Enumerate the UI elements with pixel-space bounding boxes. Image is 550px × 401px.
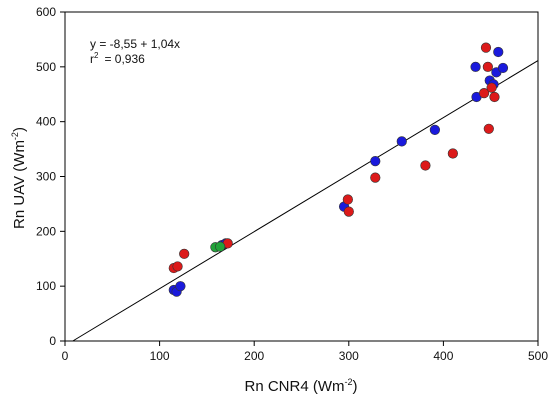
regression-line <box>72 60 539 342</box>
data-point-red <box>172 261 183 272</box>
data-point-red <box>370 172 381 183</box>
r-squared-symbol: r <box>90 52 94 66</box>
regression-equation: y = -8,55 + 1,04x <box>90 37 180 51</box>
x-tick-label: 400 <box>433 349 453 363</box>
y-tick-label: 300 <box>36 170 56 184</box>
data-point-red <box>342 194 353 205</box>
r-squared-value: = 0,936 <box>104 52 145 66</box>
y-axis-title-end: ) <box>11 127 28 132</box>
data-point-red <box>480 42 492 53</box>
y-axis-title-text: Rn UAV (Wm <box>11 140 28 229</box>
data-point-blue <box>470 61 481 72</box>
axis-ticks: 0 100 200 300 400 500 0 100 200 300 400 500 600 <box>36 5 548 363</box>
data-point-blue <box>497 62 509 74</box>
y-tick-label: 500 <box>36 60 56 74</box>
data-point-blue <box>175 281 186 292</box>
data-point-blue <box>396 136 407 147</box>
data-points <box>168 42 509 297</box>
x-axis-title-end: ) <box>353 378 358 395</box>
r-squared-label: r2 = 0,936 <box>90 51 145 66</box>
data-point-red <box>343 206 354 217</box>
y-tick-label: 200 <box>36 224 56 238</box>
data-point-red <box>482 61 493 72</box>
y-tick-label: 600 <box>36 5 56 19</box>
data-point-red <box>489 91 500 103</box>
y-tick-label: 100 <box>36 279 56 293</box>
y-axis-title-sup: -2 <box>10 132 20 140</box>
r-squared-superscript: 2 <box>94 51 99 60</box>
x-axis-title-sup: -2 <box>344 377 352 387</box>
data-point-green <box>215 241 226 252</box>
data-point-red <box>483 123 494 134</box>
data-point-red <box>447 148 458 159</box>
y-tick-label: 400 <box>36 115 56 129</box>
x-axis-title: Rn CNR4 (Wm-2) <box>244 377 357 395</box>
x-tick-label: 200 <box>244 349 264 363</box>
y-tick-label: 0 <box>49 334 56 348</box>
x-tick-label: 100 <box>150 349 170 363</box>
x-axis-title-text: Rn CNR4 (Wm <box>244 378 344 395</box>
data-point-blue <box>493 46 504 58</box>
data-point-red <box>478 88 490 99</box>
data-point-blue <box>429 124 440 135</box>
data-point-red <box>179 248 190 259</box>
x-tick-label: 0 <box>62 349 69 363</box>
data-point-red <box>486 82 497 93</box>
data-point-red <box>420 160 431 171</box>
data-point-blue <box>370 156 381 167</box>
plot-area: 0 100 200 300 400 500 0 100 200 300 400 500 600 <box>36 5 548 363</box>
x-tick-label: 300 <box>339 349 359 363</box>
y-axis-title: Rn UAV (Wm-2) <box>10 127 28 229</box>
x-tick-label: 500 <box>528 349 548 363</box>
